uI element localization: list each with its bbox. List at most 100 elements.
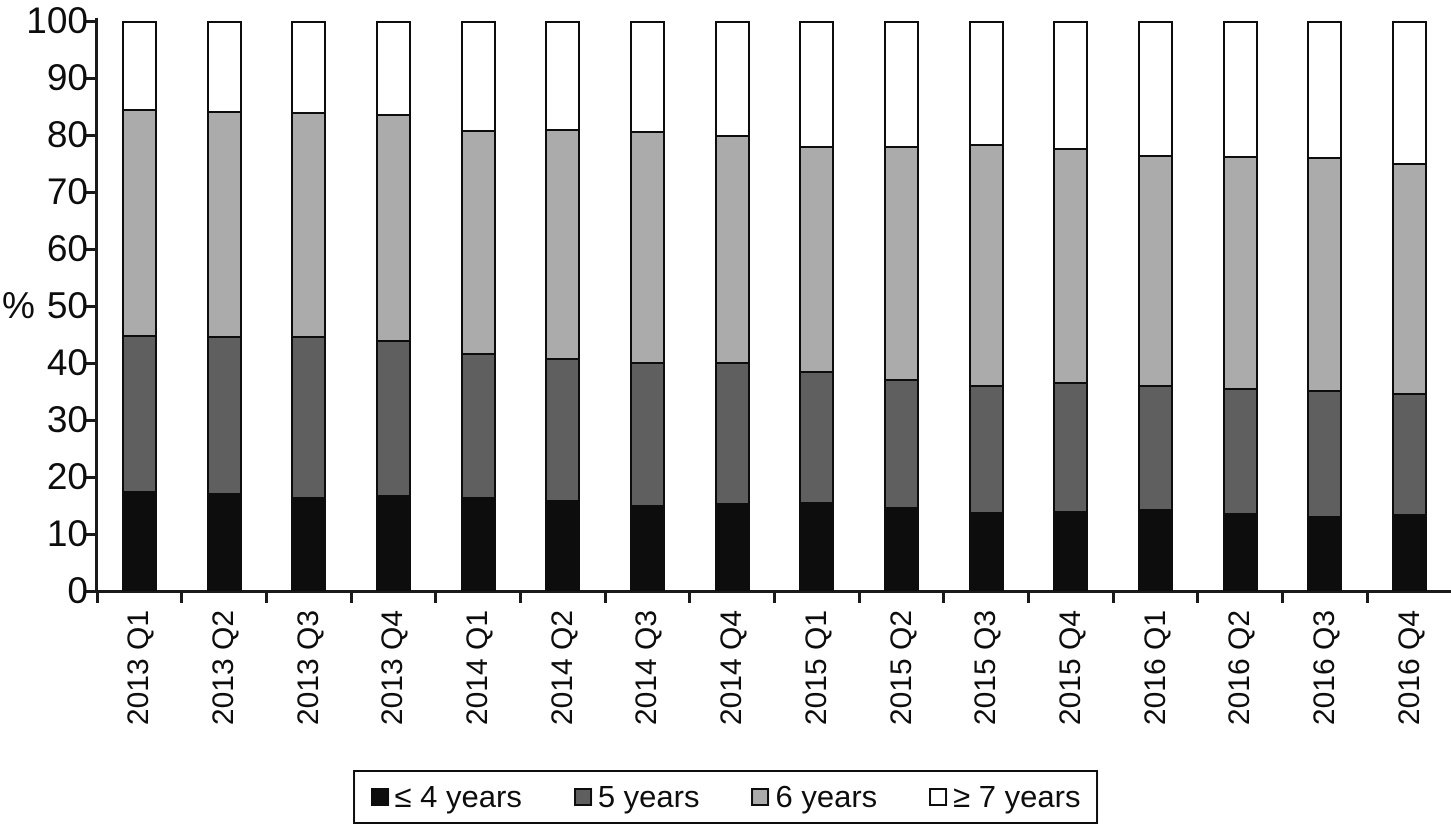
- y-axis-unit-label: %: [2, 285, 35, 327]
- bar-2014-q3: [630, 21, 665, 591]
- bar-2016-q3: [1307, 21, 1342, 591]
- bar-2015-q2: [884, 21, 919, 591]
- chart-legend: ≤ 4 years 5 years 6 years ≥ 7 years: [353, 770, 1099, 824]
- x-axis-tick: [858, 591, 861, 603]
- bar-segment-5-years: [378, 340, 409, 494]
- y-tick-label: 70: [0, 171, 88, 213]
- bar-segment-7-years: [1394, 23, 1425, 163]
- bar-segment-5-years: [547, 358, 578, 501]
- bar-2016-q1: [1138, 21, 1173, 591]
- bar-segment-7-years: [547, 23, 578, 129]
- bar-segment-6-years: [1225, 156, 1256, 388]
- legend-swatch-icon: [574, 788, 592, 806]
- bar-segment-6-years: [801, 146, 832, 370]
- x-axis-tick: [434, 591, 437, 603]
- bar-2016-q4: [1392, 21, 1427, 591]
- bar-segment-6-years: [547, 129, 578, 357]
- bar-2015-q3: [969, 21, 1004, 591]
- bar-segment-5-years: [801, 371, 832, 503]
- bar-segment-6-years: [209, 111, 240, 336]
- legend-swatch-icon: [929, 788, 947, 806]
- x-axis-tick: [350, 591, 353, 603]
- bar-segment-7-years: [1225, 23, 1256, 156]
- x-axis-label-2015-q2: 2015 Q2: [885, 610, 919, 725]
- y-tick-label: 10: [0, 513, 88, 555]
- x-axis-tick: [519, 591, 522, 603]
- x-axis-label-2013-q1: 2013 Q1: [122, 610, 156, 725]
- x-axis-label-2015-q3: 2015 Q3: [969, 610, 1003, 725]
- bar-segment-4-years: [463, 497, 494, 589]
- bar-2014-q4: [715, 21, 750, 591]
- bar-2015-q1: [799, 21, 834, 591]
- x-axis-label-2015-q4: 2015 Q4: [1054, 610, 1088, 725]
- legend-label: ≤ 4 years: [395, 779, 522, 815]
- y-tick-label: 40: [0, 342, 88, 384]
- x-axis-tick: [942, 591, 945, 603]
- bar-2015-q4: [1053, 21, 1088, 591]
- bar-2013-q3: [291, 21, 326, 591]
- legend-item-7-years: ≥ 7 years: [929, 779, 1080, 815]
- x-axis-tick: [1027, 591, 1030, 603]
- y-tick-label: 30: [0, 399, 88, 441]
- x-axis-label-2015-q1: 2015 Q1: [800, 610, 834, 725]
- bar-segment-7-years: [1140, 23, 1171, 155]
- bar-segment-4-years: [801, 502, 832, 589]
- bar-segment-7-years: [463, 23, 494, 130]
- legend-item-5-years: 5 years: [574, 779, 700, 815]
- y-tick-label: 80: [0, 114, 88, 156]
- bar-segment-5-years: [1394, 393, 1425, 514]
- bar-segment-5-years: [971, 385, 1002, 512]
- legend-label: 5 years: [598, 779, 700, 815]
- y-tick-label: 100: [0, 0, 88, 42]
- bar-segment-5-years: [1309, 390, 1340, 516]
- bar-segment-6-years: [378, 114, 409, 340]
- bar-segment-4-years: [293, 497, 324, 589]
- bar-segment-6-years: [717, 135, 748, 362]
- bar-segment-4-years: [1394, 514, 1425, 589]
- x-axis-label-2014-q3: 2014 Q3: [630, 610, 664, 725]
- bar-segment-4-years: [209, 493, 240, 589]
- bar-segment-4-years: [124, 491, 155, 589]
- bar-2016-q2: [1223, 21, 1258, 591]
- legend-item-6-years: 6 years: [752, 779, 878, 815]
- x-axis-label-2016-q4: 2016 Q4: [1393, 610, 1427, 725]
- bar-segment-7-years: [293, 23, 324, 112]
- legend-swatch-icon: [752, 788, 770, 806]
- bar-segment-7-years: [717, 23, 748, 135]
- bar-segment-4-years: [1309, 516, 1340, 589]
- bar-segment-6-years: [886, 146, 917, 379]
- x-axis-tick: [96, 591, 99, 603]
- y-tick-label: 60: [0, 228, 88, 270]
- bar-segment-4-years: [1055, 511, 1086, 589]
- y-axis: [95, 18, 98, 593]
- x-axis-tick: [1281, 591, 1284, 603]
- bar-segment-5-years: [293, 336, 324, 497]
- x-axis-label-2014-q4: 2014 Q4: [715, 610, 749, 725]
- bar-segment-4-years: [886, 507, 917, 589]
- bar-segment-7-years: [124, 23, 155, 109]
- bar-segment-5-years: [209, 336, 240, 493]
- x-axis-label-2013-q4: 2013 Q4: [376, 610, 410, 725]
- x-axis-tick: [688, 591, 691, 603]
- bar-segment-5-years: [717, 362, 748, 503]
- x-axis-tick: [1366, 591, 1369, 603]
- x-axis-label-2016-q1: 2016 Q1: [1139, 610, 1173, 725]
- bar-2013-q4: [376, 21, 411, 591]
- y-tick-label: 20: [0, 456, 88, 498]
- x-axis-label-2014-q2: 2014 Q2: [546, 610, 580, 725]
- bar-segment-5-years: [1225, 388, 1256, 513]
- bar-segment-5-years: [1055, 382, 1086, 511]
- x-axis-label-2013-q3: 2013 Q3: [292, 610, 326, 725]
- bar-segment-5-years: [886, 379, 917, 507]
- y-tick-label: 0: [0, 570, 88, 612]
- bar-segment-5-years: [632, 362, 663, 506]
- x-axis-tick: [773, 591, 776, 603]
- bar-segment-5-years: [1140, 385, 1171, 509]
- bar-segment-6-years: [463, 130, 494, 353]
- bar-segment-4-years: [547, 500, 578, 589]
- bar-segment-7-years: [209, 23, 240, 111]
- legend-item-4-years: ≤ 4 years: [371, 779, 522, 815]
- bar-segment-6-years: [1140, 155, 1171, 385]
- bar-segment-7-years: [971, 23, 1002, 144]
